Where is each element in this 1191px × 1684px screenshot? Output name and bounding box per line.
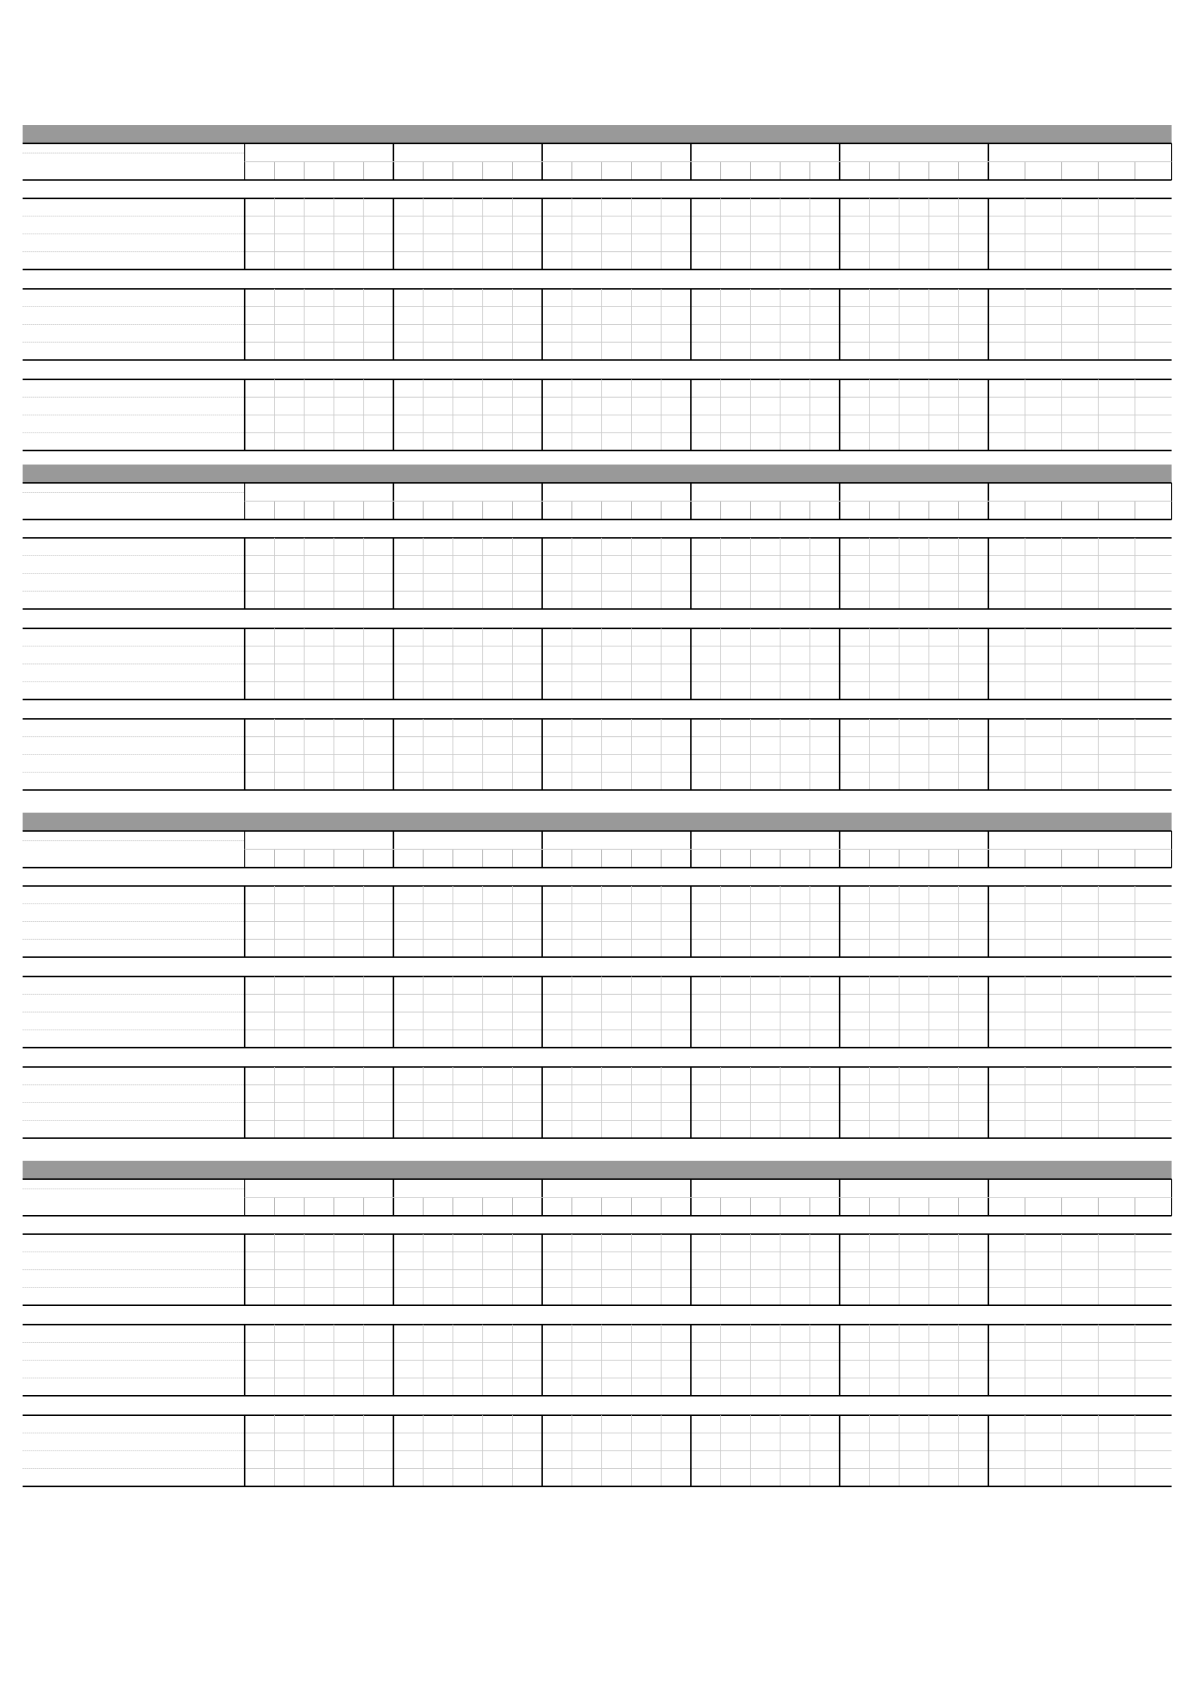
- section-bar: [22, 812, 1172, 832]
- section-bar: [22, 1160, 1172, 1180]
- section-bar: [22, 125, 1172, 144]
- section-bar: [22, 464, 1172, 483]
